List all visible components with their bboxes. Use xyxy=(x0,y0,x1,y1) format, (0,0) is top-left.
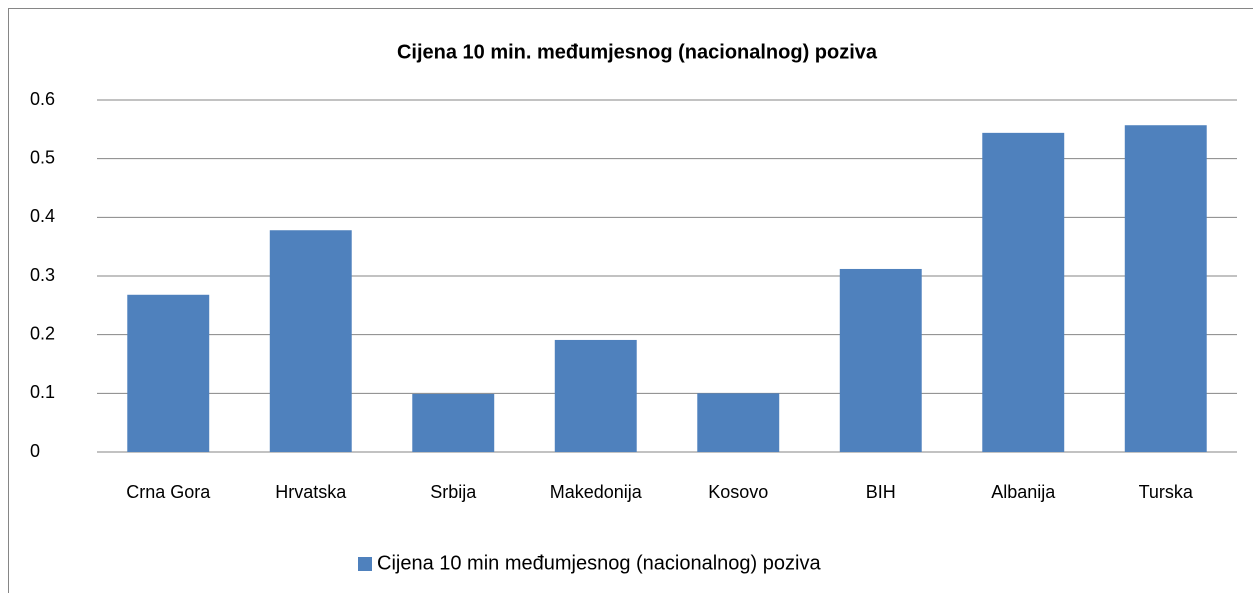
y-tick-label: 0.4 xyxy=(30,206,55,226)
legend-swatch xyxy=(358,557,372,571)
bar xyxy=(269,230,352,452)
x-tick-label: Makedonija xyxy=(550,482,643,502)
bar xyxy=(412,393,495,452)
y-tick-label: 0.5 xyxy=(30,147,55,167)
x-tick-label: Crna Gora xyxy=(126,482,211,502)
chart-title: Cijena 10 min. međumjesnog (nacionalnog)… xyxy=(397,41,878,63)
x-tick-label: BIH xyxy=(866,482,896,502)
bar xyxy=(839,268,922,452)
y-tick-label: 0.1 xyxy=(30,382,55,402)
y-tick-label: 0 xyxy=(30,441,40,461)
x-tick-label: Srbija xyxy=(430,482,477,502)
x-tick-label: Hrvatska xyxy=(275,482,347,502)
bar xyxy=(554,339,637,452)
x-tick-label: Turska xyxy=(1139,482,1194,502)
legend-label: Cijena 10 min međumjesnog (nacionalnog) … xyxy=(377,552,821,574)
y-tick-label: 0.6 xyxy=(30,89,55,109)
x-tick-label: Kosovo xyxy=(708,482,768,502)
bar xyxy=(1124,125,1207,452)
bar xyxy=(982,132,1065,452)
y-tick-label: 0.2 xyxy=(30,323,55,343)
x-tick-label: Albanija xyxy=(991,482,1056,502)
y-tick-label: 0.3 xyxy=(30,265,55,285)
bar xyxy=(127,294,210,452)
bar xyxy=(697,393,780,452)
